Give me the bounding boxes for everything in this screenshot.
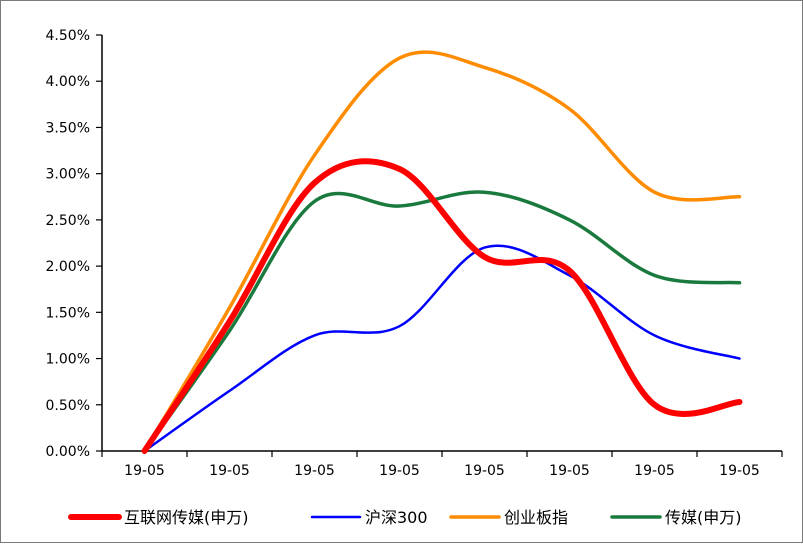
x-axis: 19-05 19-05 19-05 19-05 19-05 19-05 19-05 19-05 [101, 450, 783, 479]
y-tick-label: 1.00% [46, 352, 90, 368]
series-line-csi300 [143, 244, 741, 453]
y-tick-label: 3.00% [46, 167, 90, 183]
series-line-internet-media [141, 158, 743, 454]
series-line-chinext [142, 50, 742, 453]
y-tick-label: 4.00% [46, 74, 90, 90]
x-tick-label: 19-05 [209, 463, 250, 479]
y-tick-label: 0.50% [46, 398, 90, 414]
x-tick-label: 19-05 [294, 463, 335, 479]
x-tick-label: 19-05 [379, 463, 420, 479]
x-tick-label: 19-05 [464, 463, 505, 479]
legend-label-internet-media: 互联网传媒(申万) [124, 508, 249, 527]
legend: 互联网传媒(申万) 沪深300 创业板指 传媒(申万) [68, 508, 742, 527]
y-tick-label: 2.00% [46, 259, 90, 275]
y-tick-label: 0.00% [46, 444, 90, 460]
y-tick-label: 2.50% [46, 213, 90, 229]
x-tick-label: 19-05 [124, 463, 165, 479]
series-line-media [142, 190, 742, 453]
y-tick-label: 1.50% [46, 305, 90, 321]
y-axis: 0.00% 0.50% 1.00% 1.50% 2.00% 2.50% 3.00% 3.50%… [46, 28, 103, 460]
legend-label-csi300: 沪深300 [365, 508, 428, 527]
y-tick-label: 4.50% [46, 28, 90, 44]
x-tick-label: 19-05 [634, 463, 675, 479]
series-lines [141, 50, 743, 454]
legend-label-chinext: 创业板指 [504, 508, 568, 527]
x-tick-label: 19-05 [719, 463, 760, 479]
y-tick-label: 3.50% [46, 120, 90, 136]
legend-label-media: 传媒(申万) [665, 508, 742, 527]
x-tick-label: 19-05 [549, 463, 590, 479]
